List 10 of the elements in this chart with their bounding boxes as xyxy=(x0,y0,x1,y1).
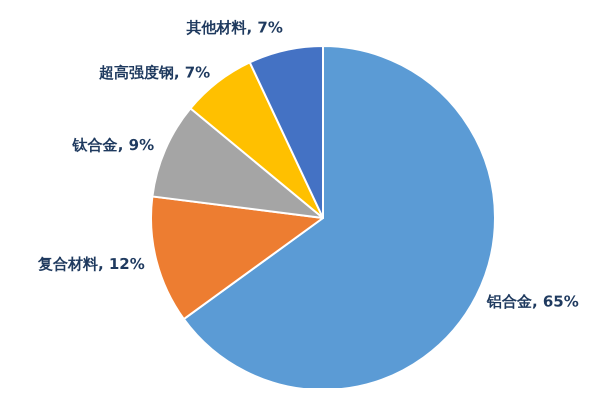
data-label: , 12% xyxy=(98,254,145,273)
data-label: , 65% xyxy=(532,292,579,311)
data-label: , 7% xyxy=(246,18,283,36)
slice-label: 其他材料 xyxy=(185,18,246,36)
slice-label: 复合材料 xyxy=(36,254,98,273)
slice-label: 超高强度钢 xyxy=(98,64,174,82)
slice-label: 铝合金 xyxy=(486,292,532,311)
data-label: , 7% xyxy=(174,64,210,82)
data-label: , 9% xyxy=(118,136,154,154)
slice-label: 钛合金 xyxy=(72,136,118,154)
